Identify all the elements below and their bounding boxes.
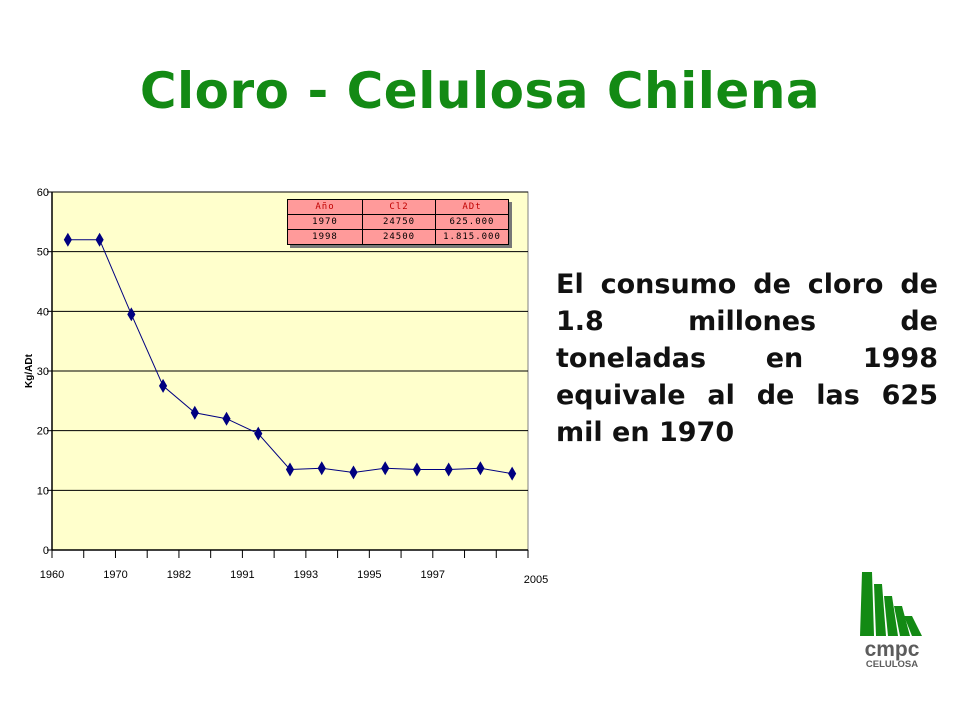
inset-cell-adt: 625.000 — [435, 214, 509, 230]
inset-header-adt: ADt — [435, 199, 509, 215]
cmpc-stripes-icon — [860, 572, 922, 636]
x-tick-label: 1995 — [357, 569, 381, 581]
y-tick-label: 10 — [37, 485, 49, 497]
data-point — [508, 466, 517, 481]
inset-table: Año Cl2 ADt 1970 24750 625.000 1998 2450… — [287, 199, 509, 245]
data-point — [317, 461, 326, 476]
inset-cell-cl2: 24500 — [362, 229, 436, 245]
inset-header-cl2: Cl2 — [362, 199, 436, 215]
data-point — [63, 232, 72, 247]
inset-cell-cl2: 24750 — [362, 214, 436, 230]
y-tick-label: 0 — [43, 545, 49, 557]
body-text: El consumo de cloro de 1.8 millones de t… — [556, 269, 938, 448]
data-point — [285, 462, 295, 477]
inset-header-year: Año — [287, 199, 363, 215]
x-tick-label: 2005 — [524, 574, 548, 586]
data-point — [254, 426, 263, 441]
data-point — [222, 411, 231, 426]
inset-table-header-row: Año Cl2 ADt — [287, 199, 509, 215]
x-tick-label: 1997 — [421, 569, 445, 581]
logo-text-sub: CELULOSA — [866, 659, 918, 668]
data-point — [381, 461, 390, 476]
x-tick-label: 1960 — [40, 569, 64, 581]
cmpc-logo: cmpc CELULOSA — [860, 572, 922, 668]
y-tick-label: 40 — [37, 306, 49, 318]
table-row: 1970 24750 625.000 — [287, 214, 509, 230]
data-point — [412, 462, 422, 477]
data-point — [349, 465, 358, 480]
data-point — [476, 461, 485, 476]
logo-text-main: cmpc — [865, 638, 920, 661]
data-point — [95, 232, 104, 247]
data-point — [127, 307, 136, 322]
y-tick-label: 50 — [37, 247, 49, 259]
table-row: 1998 24500 1.815.000 — [287, 229, 509, 245]
x-tick-label: 1982 — [167, 569, 191, 581]
y-axis-label: Kg/ADt — [24, 353, 35, 388]
inset-cell-year: 1970 — [287, 214, 363, 230]
inset-cell-adt: 1.815.000 — [435, 229, 509, 245]
y-tick-label: 20 — [37, 426, 49, 438]
x-tick-label: 1970 — [103, 569, 127, 581]
x-tick-label: 1993 — [294, 569, 318, 581]
page-title: Cloro - Celulosa Chilena — [139, 62, 821, 120]
y-tick-label: 60 — [37, 187, 49, 199]
inset-cell-year: 1998 — [287, 229, 363, 245]
y-tick-label: 30 — [37, 366, 49, 378]
x-tick-label: 1991 — [230, 569, 254, 581]
data-point — [158, 378, 168, 393]
data-point — [444, 462, 453, 477]
data-point — [190, 405, 199, 420]
